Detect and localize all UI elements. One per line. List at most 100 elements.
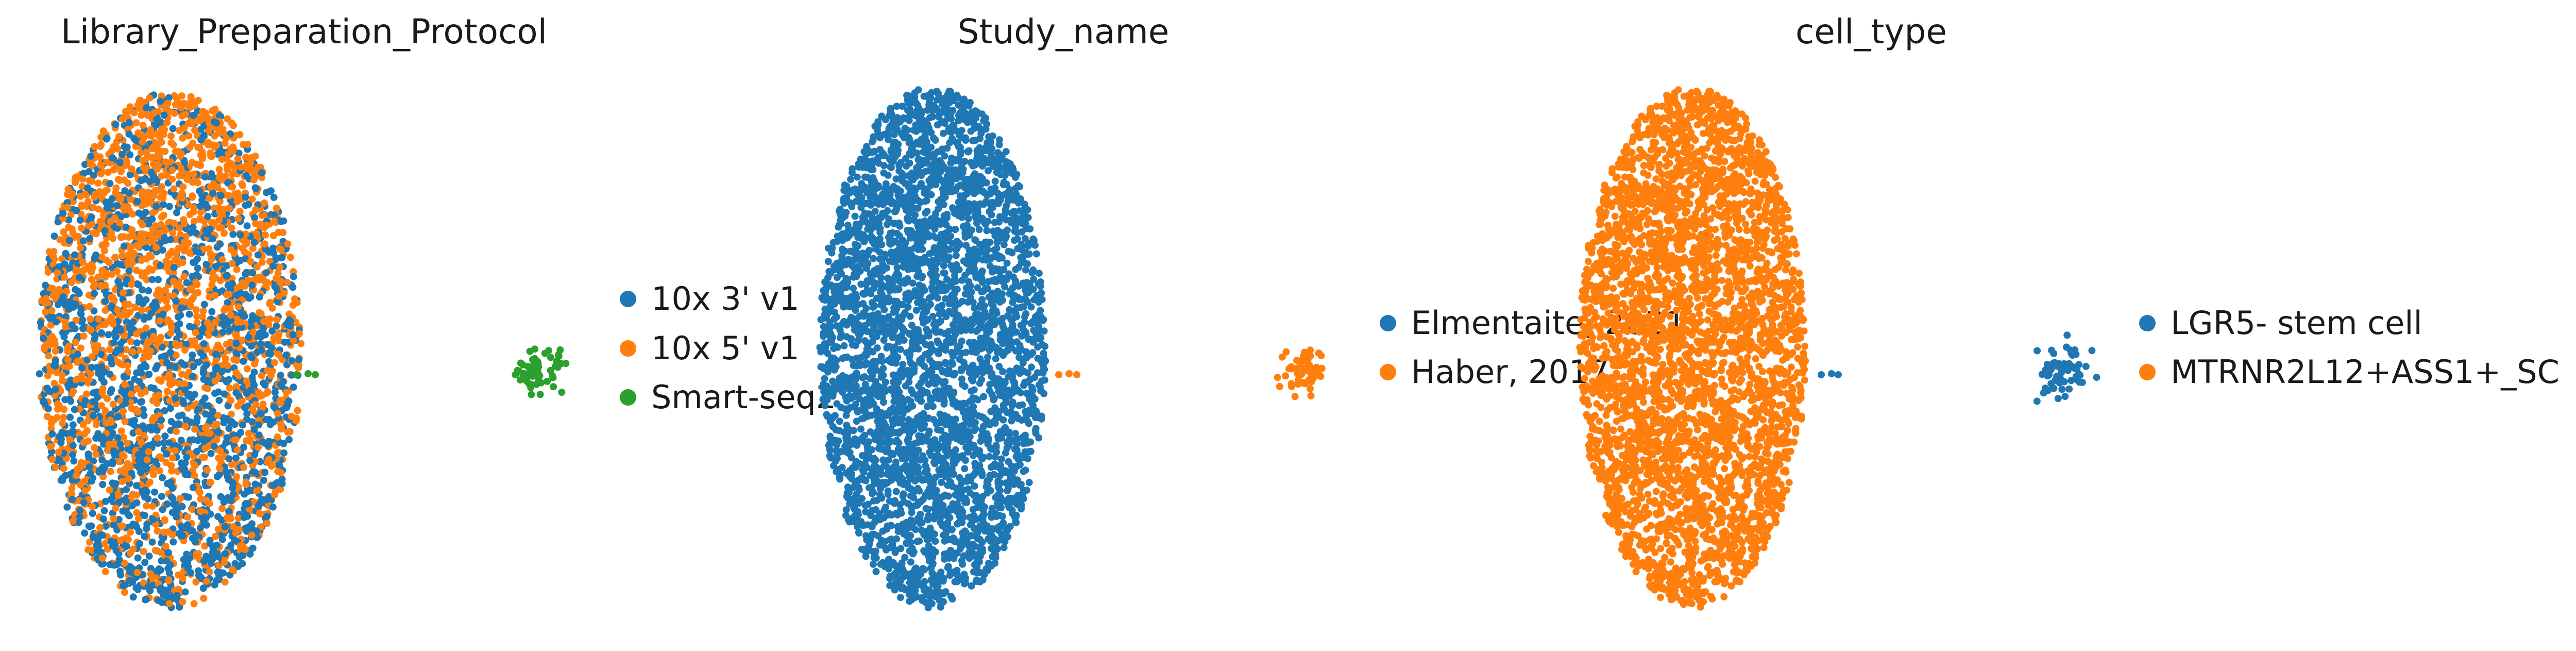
- scatter-point: [280, 289, 288, 297]
- scatter-point: [101, 297, 109, 305]
- scatter-point: [149, 503, 157, 510]
- legend-marker-smart-seq2: [620, 389, 636, 406]
- scatter-point: [185, 555, 193, 562]
- panel-library-preparation-protocol: Library_Preparation_Protocol 10x 3' v1 1…: [36, 12, 836, 611]
- scatter-point: [179, 183, 187, 191]
- scatter-point: [127, 243, 134, 251]
- scatter-point: [222, 550, 229, 558]
- scatter-point: [269, 482, 277, 490]
- scatter-point: [150, 143, 158, 151]
- scatter-point: [106, 346, 113, 354]
- scatter-point: [204, 466, 211, 474]
- scatter-point: [235, 554, 243, 561]
- scatter-point: [545, 347, 552, 355]
- scatter-point: [134, 408, 142, 416]
- scatter-point: [169, 229, 177, 237]
- scatter-point: [117, 345, 125, 353]
- scatter-point: [242, 193, 249, 201]
- scatter-point: [143, 456, 151, 464]
- scatter-point: [111, 254, 118, 262]
- scatter-point: [193, 447, 200, 455]
- scatter-point: [243, 172, 250, 179]
- scatter-point: [1005, 247, 1012, 255]
- scatter-point: [200, 301, 208, 308]
- scatter-point: [72, 376, 80, 383]
- scatter-point: [173, 342, 181, 349]
- scatter-point: [201, 173, 209, 181]
- scatter-point: [125, 130, 133, 138]
- scatter-point: [223, 291, 231, 298]
- scatter-point: [555, 351, 563, 359]
- scatter-point: [112, 121, 120, 128]
- scatter-point: [249, 269, 257, 276]
- scatter-point: [87, 326, 95, 334]
- scatter-point: [180, 273, 188, 280]
- scatter-point: [169, 495, 177, 503]
- scatter-point: [825, 268, 833, 275]
- scatter-point: [294, 407, 301, 414]
- scatter-point: [218, 156, 226, 163]
- scatter-point: [134, 451, 142, 459]
- scatter-point: [204, 385, 211, 392]
- scatter-point: [215, 165, 223, 173]
- scatter-point: [200, 340, 208, 347]
- scatter-point: [115, 359, 123, 366]
- scatter-point: [164, 304, 172, 311]
- scatter-point: [110, 447, 117, 455]
- scatter-point: [101, 227, 109, 235]
- scatter-point: [80, 237, 88, 245]
- scatter-point: [236, 231, 244, 239]
- scatter-point: [58, 377, 66, 385]
- scatter-point: [145, 552, 153, 560]
- scatter-point: [172, 249, 180, 257]
- scatter-point: [164, 549, 172, 557]
- scatter-point: [840, 342, 848, 349]
- scatter-point: [123, 158, 130, 165]
- scatter-point: [100, 211, 107, 219]
- scatter-point: [206, 479, 214, 487]
- scatter-point: [199, 436, 207, 443]
- scatter-point: [208, 219, 216, 226]
- scatter-point: [241, 512, 249, 520]
- scatter-point: [109, 540, 117, 548]
- scatter-point: [91, 229, 99, 237]
- scatter-point: [206, 499, 213, 507]
- scatter-point: [196, 215, 204, 223]
- scatter-point: [159, 474, 166, 481]
- scatter-point: [89, 204, 97, 211]
- scatter-point: [229, 230, 237, 238]
- scatter-point: [196, 187, 204, 195]
- scatter-point: [194, 255, 201, 263]
- scatter-point: [263, 520, 270, 527]
- scatter-point: [269, 249, 277, 257]
- scatter-point: [86, 235, 94, 242]
- scatter-point: [40, 335, 47, 342]
- scatter-point: [232, 454, 240, 462]
- scatter-point: [239, 181, 246, 189]
- scatter-point: [247, 342, 255, 350]
- scatter-point: [135, 515, 142, 523]
- scatter-point: [248, 418, 256, 426]
- scatter-point: [81, 487, 89, 495]
- scatter-point: [223, 415, 231, 423]
- scatter-point: [45, 352, 52, 360]
- scatter-point: [99, 515, 107, 523]
- scatter-point: [145, 287, 152, 294]
- legend-marker-10x-3-v1: [620, 291, 636, 307]
- scatter-point: [259, 391, 266, 399]
- scatter-point: [165, 576, 173, 584]
- scatter-point: [161, 517, 168, 525]
- scatter-point: [279, 229, 287, 237]
- scatter-point: [139, 138, 146, 146]
- scatter-point: [261, 240, 269, 248]
- scatter-point: [168, 323, 175, 331]
- scatter-point: [230, 356, 238, 363]
- scatter-point: [140, 432, 147, 440]
- scatter-point: [271, 359, 278, 366]
- scatter-point: [209, 555, 216, 562]
- scatter-point: [115, 458, 123, 465]
- scatter-point: [131, 416, 139, 424]
- scatter-point: [121, 418, 129, 425]
- scatter-point: [46, 368, 54, 375]
